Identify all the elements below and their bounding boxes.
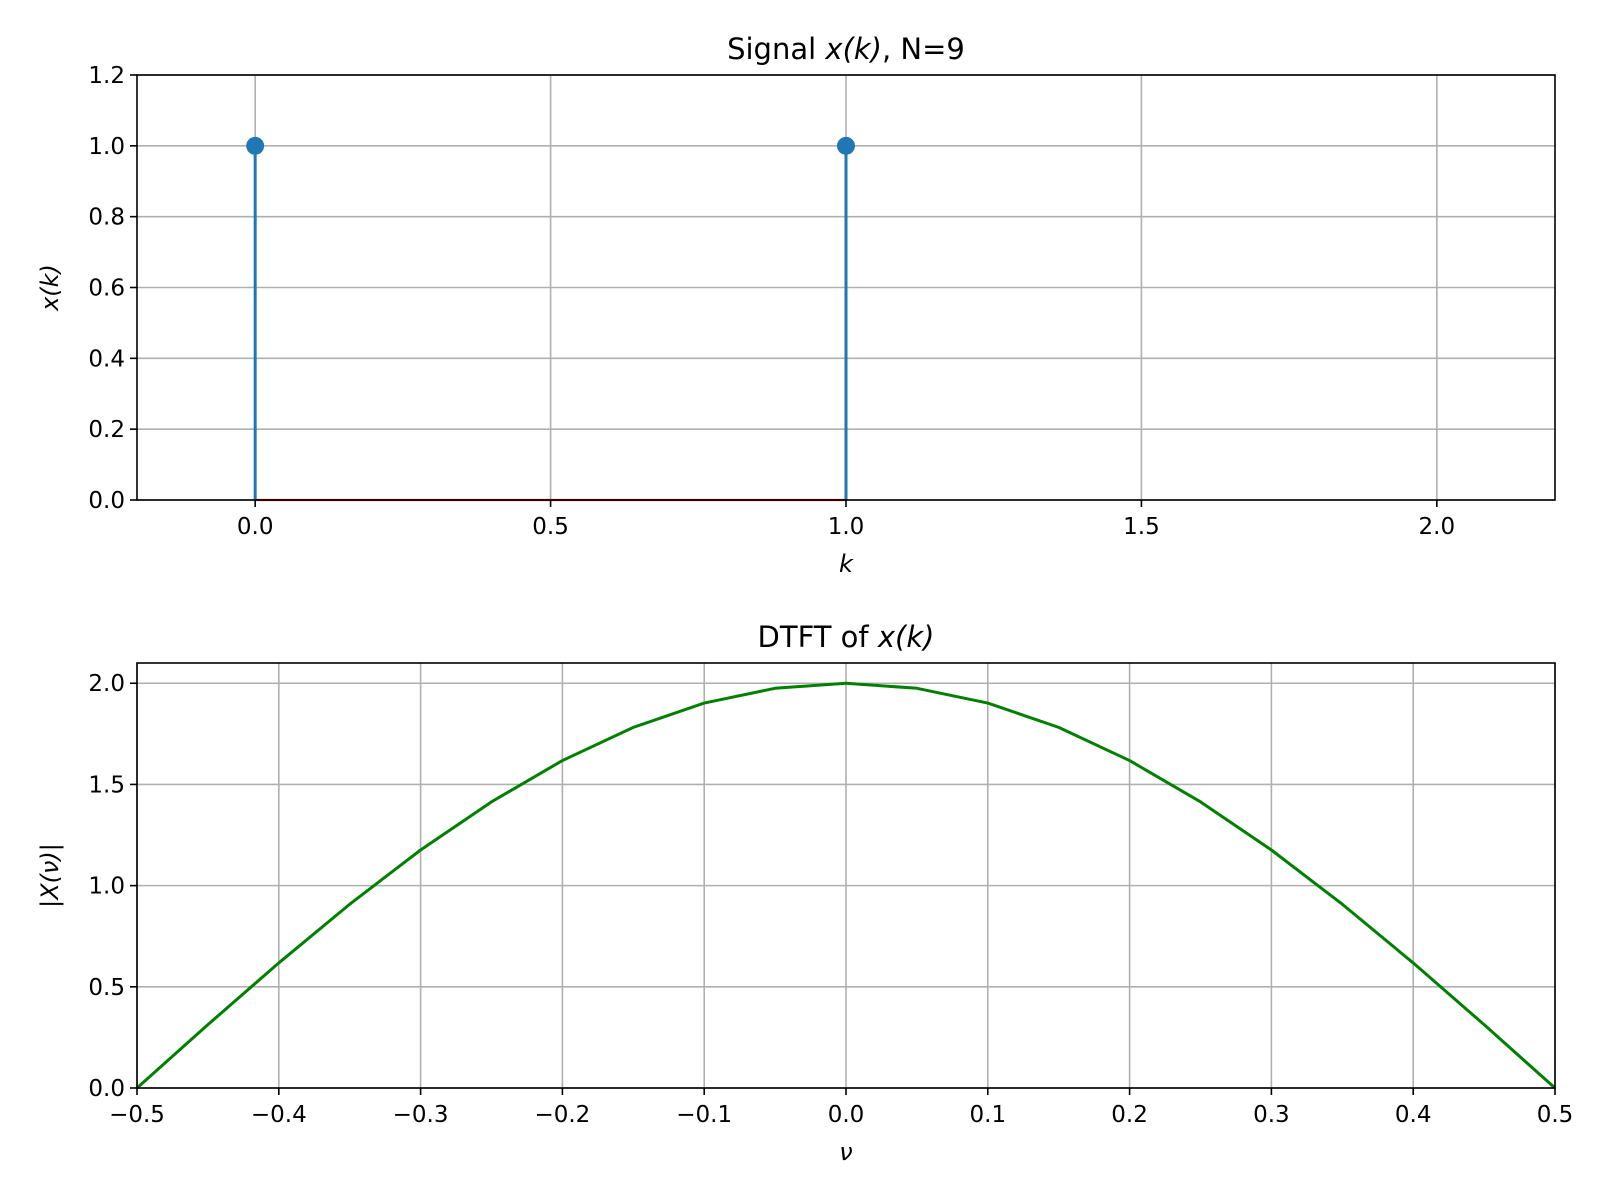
signal-ticks: 0.0 0.5 1.0 1.5 2.0 0.0 0.2 0.4 0.6 0.8 1.0 1.2 [88, 63, 1455, 540]
signal-subplot: 0.0 0.5 1.0 1.5 2.0 0.0 0.2 0.4 0.6 0.8 1.0 1.2 Sig… [36, 32, 1556, 578]
dtft-data [136, 681, 1556, 1090]
dtft-magnitude-line [136, 681, 1556, 1090]
stem-marker [246, 136, 265, 155]
dtft-title-math: x(k) [877, 620, 935, 654]
dtft-x-tick-label: −0.5 [109, 1102, 165, 1128]
signal-x-tick-label: 0.0 [237, 514, 274, 540]
dtft-y-tick-label: 2.0 [88, 671, 125, 697]
signal-y-tick-label: 0.2 [88, 417, 125, 443]
signal-x-axis-label: k [839, 550, 854, 578]
dtft-x-tick-label: −0.1 [676, 1102, 732, 1128]
signal-y-tick-label: 0.6 [88, 276, 125, 302]
signal-title-math: x(k) [824, 32, 882, 66]
signal-title-pre: Signal [727, 32, 825, 66]
dtft-y-tick-label: 1.5 [88, 772, 125, 798]
dtft-title: DTFT of x(k) [758, 620, 935, 654]
dtft-x-tick-label: −0.4 [251, 1102, 307, 1128]
signal-y-tick-label: 1.0 [88, 134, 125, 160]
signal-y-tick-label: 0.4 [88, 346, 125, 372]
signal-y-axis-label: x(k) [36, 264, 64, 312]
signal-y-tick-label: 1.2 [88, 63, 125, 89]
dtft-x-tick-label: 0.1 [970, 1102, 1007, 1128]
dtft-y-tick-label: 1.0 [88, 874, 125, 900]
signal-x-tick-label: 0.5 [532, 514, 569, 540]
signal-x-tick-label: 2.0 [1419, 514, 1456, 540]
dtft-y-tick-label: 0.5 [88, 975, 125, 1001]
signal-y-tick-label: 0.0 [88, 488, 125, 514]
signal-title-post: , N=9 [882, 32, 965, 66]
dtft-y-tick-label: 0.0 [88, 1076, 125, 1102]
dtft-x-tick-label: −0.3 [393, 1102, 449, 1128]
signal-x-tick-label: 1.5 [1123, 514, 1160, 540]
dtft-y-axis-label: |X(ν)| [36, 843, 64, 908]
dtft-x-tick-label: 0.4 [1395, 1102, 1432, 1128]
dtft-ticks: −0.5 −0.4 −0.3 −0.2 −0.1 0.0 0.1 0.2 0.3 0.4 0.5 0.… [88, 671, 1573, 1128]
dtft-x-axis-label: ν [839, 1138, 852, 1166]
signal-x-tick-label: 1.0 [828, 514, 865, 540]
signal-title: Signal x(k), N=9 [727, 32, 965, 66]
dtft-x-tick-label: −0.2 [534, 1102, 590, 1128]
dtft-x-tick-label: 0.5 [1537, 1102, 1574, 1128]
signal-y-tick-label: 0.8 [88, 205, 125, 231]
dtft-x-tick-label: 0.0 [828, 1102, 865, 1128]
dtft-x-tick-label: 0.2 [1111, 1102, 1148, 1128]
dtft-subplot: −0.5 −0.4 −0.3 −0.2 −0.1 0.0 0.1 0.2 0.3 0.4 0.5 0.… [36, 620, 1573, 1166]
dtft-title-pre: DTFT of [758, 620, 878, 654]
stem-marker [837, 136, 855, 155]
dtft-x-tick-label: 0.3 [1253, 1102, 1290, 1128]
